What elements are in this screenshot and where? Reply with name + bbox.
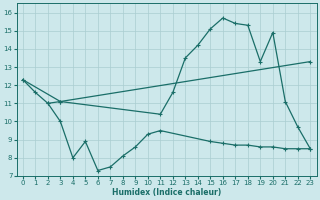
X-axis label: Humidex (Indice chaleur): Humidex (Indice chaleur) bbox=[112, 188, 221, 197]
